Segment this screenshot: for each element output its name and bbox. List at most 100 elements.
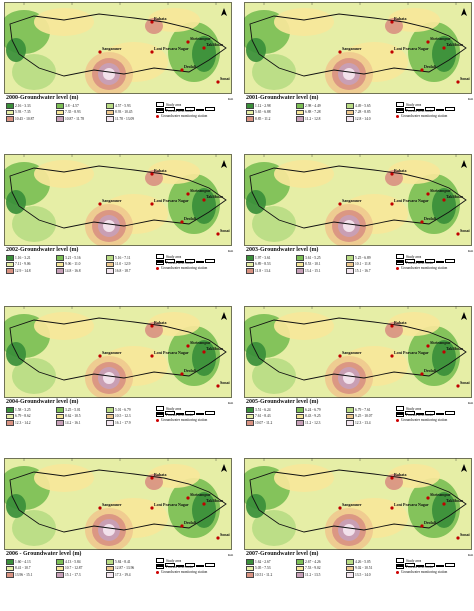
monitoring-station-marker bbox=[338, 50, 342, 54]
legend-range-label: 1.97 - 3.61 bbox=[255, 255, 271, 260]
boundary-symbol bbox=[156, 260, 164, 265]
legend-range-label: 2.16 - 3.33 bbox=[15, 103, 31, 108]
legend-swatch bbox=[246, 413, 254, 419]
legend-item: 3.61 - 5.25 bbox=[296, 255, 346, 261]
level-zone bbox=[34, 160, 94, 188]
monitoring-station-marker bbox=[390, 20, 394, 24]
legend-swatch bbox=[296, 255, 304, 261]
panel-title: 2003-Groundwater level (m) bbox=[246, 247, 319, 253]
legend-swatch bbox=[106, 572, 114, 578]
legend-swatch bbox=[246, 103, 254, 109]
legend-range-label: 9.25 - 10.07 bbox=[355, 414, 373, 419]
basin-boundary bbox=[249, 317, 467, 381]
legend-range-label: 13.96 - 15.1 bbox=[15, 572, 33, 577]
station-symbol bbox=[156, 266, 159, 270]
legend-range-label: 15.1 - 17.3 bbox=[65, 572, 81, 577]
map-key-item: Pravara river basin bbox=[156, 108, 207, 113]
legend-range-label: 6.79 - 8.62 bbox=[15, 414, 31, 419]
legend-range-label: 13.4 - 15.1 bbox=[305, 268, 321, 273]
monitoring-station-marker bbox=[420, 372, 424, 376]
place-label-rahata: Rahata bbox=[394, 472, 406, 477]
monitoring-station-marker bbox=[390, 50, 394, 54]
legend-range-label: 7.61 - 8.43 bbox=[255, 414, 271, 419]
scale-unit: Km bbox=[468, 401, 474, 405]
legend-swatch bbox=[106, 255, 114, 261]
boundary-symbol bbox=[156, 558, 164, 563]
monitoring-station-marker bbox=[442, 350, 446, 354]
legend-range-label: 12.8 - 14.0 bbox=[355, 116, 371, 121]
level-zone bbox=[145, 474, 163, 490]
legend-item: 15.1 - 16.7 bbox=[346, 268, 396, 274]
legend-swatch bbox=[56, 559, 64, 565]
legend-swatch bbox=[6, 116, 14, 122]
legend-range-label: 11.2 - 12.8 bbox=[305, 116, 321, 121]
legend-swatch bbox=[346, 109, 354, 115]
legend-range-label: 5.01 - 6.79 bbox=[115, 407, 131, 412]
map-key-label: Study area bbox=[166, 254, 182, 259]
place-label-rahata: Rahata bbox=[394, 16, 406, 21]
legend-item: 3.51 - 6.24 bbox=[246, 407, 296, 413]
level-zone bbox=[343, 524, 355, 536]
legend-swatch bbox=[106, 420, 114, 426]
map-key-label: Study area bbox=[166, 102, 182, 107]
panel-title: 2005-Groundwater level (m) bbox=[246, 399, 319, 405]
place-label-sonai: Sonai bbox=[220, 228, 230, 233]
place-label-rahata: Rahata bbox=[154, 168, 166, 173]
scale-unit: Km bbox=[468, 97, 474, 101]
level-zone bbox=[103, 372, 115, 384]
legend-item: 9.02 - 10.51 bbox=[346, 565, 396, 571]
legend-swatch bbox=[6, 261, 14, 267]
legend-range-label: 5.05 - 7.53 bbox=[255, 566, 271, 571]
legend-swatch bbox=[246, 420, 254, 426]
legend-swatch bbox=[246, 268, 254, 274]
place-label-rahata: Rahata bbox=[394, 168, 406, 173]
place-label-sonai: Sonai bbox=[220, 76, 230, 81]
level-zone bbox=[385, 170, 403, 186]
legend-range-label: 8.93 - 10.45 bbox=[115, 110, 133, 115]
legend-range-label: 1.16 - 3.21 bbox=[15, 255, 31, 260]
monitoring-station-marker bbox=[150, 476, 154, 480]
level-zone bbox=[252, 54, 296, 90]
place-label-shrirampur: Shrirampur bbox=[430, 340, 451, 345]
map-key-item: Groundwater monitoring station bbox=[156, 266, 207, 270]
legend-swatch bbox=[296, 559, 304, 565]
monitoring-station-marker bbox=[216, 80, 220, 84]
legend-item: 4.13 - 5.84 bbox=[56, 559, 106, 565]
map-panel: Rahata Shrirampur Takliboan Sangamner Loni P… bbox=[4, 2, 233, 150]
legend-swatch bbox=[56, 103, 64, 109]
map-key: Study area Pravara river basin Groundwater… bbox=[156, 406, 207, 423]
place-label-sonai: Sonai bbox=[460, 228, 470, 233]
legend-item: 6.89 - 8.53 bbox=[246, 261, 296, 267]
legend-item: 16.8 - 18.7 bbox=[106, 268, 156, 274]
legend-range-label: 6.88 - 7.28 bbox=[305, 110, 321, 115]
legend-range-label: 4.13 - 5.84 bbox=[65, 559, 81, 564]
monitoring-station-marker bbox=[202, 198, 206, 202]
legend-item: 6.79 - 8.62 bbox=[6, 413, 56, 419]
scale-bar bbox=[156, 98, 226, 111]
legend-item: 5.01 - 6.79 bbox=[106, 407, 156, 413]
level-zone bbox=[34, 464, 94, 492]
legend-item: 8.53 - 10.1 bbox=[296, 261, 346, 267]
legend-swatch bbox=[246, 407, 254, 413]
map-key-label: Groundwater monitoring station bbox=[401, 570, 448, 574]
legend-range-label: 5.93 - 7.35 bbox=[15, 110, 31, 115]
level-zone bbox=[343, 220, 355, 232]
legend-range-label: 4.49 - 5.65 bbox=[355, 103, 371, 108]
legend-swatch bbox=[246, 109, 254, 115]
place-label-sonai: Sonai bbox=[460, 76, 470, 81]
legend-range-label: 17.3 - 19.4 bbox=[115, 572, 131, 577]
map-key-item: Groundwater monitoring station bbox=[396, 570, 447, 574]
legend-item: 8.93 - 10.45 bbox=[106, 109, 156, 115]
map-key-label: Groundwater monitoring station bbox=[161, 570, 208, 574]
map-key-item: Groundwater monitoring station bbox=[396, 114, 447, 118]
legend-item: 3.8 - 4.57 bbox=[56, 103, 106, 109]
level-zone bbox=[274, 160, 334, 188]
legend-item: 1.62 - 2.67 bbox=[246, 559, 296, 565]
north-arrow-icon bbox=[461, 160, 467, 168]
map-key-label: Groundwater monitoring station bbox=[161, 114, 208, 118]
legend-swatch bbox=[6, 103, 14, 109]
boundary-symbol bbox=[396, 564, 404, 569]
level-zone bbox=[274, 8, 334, 36]
